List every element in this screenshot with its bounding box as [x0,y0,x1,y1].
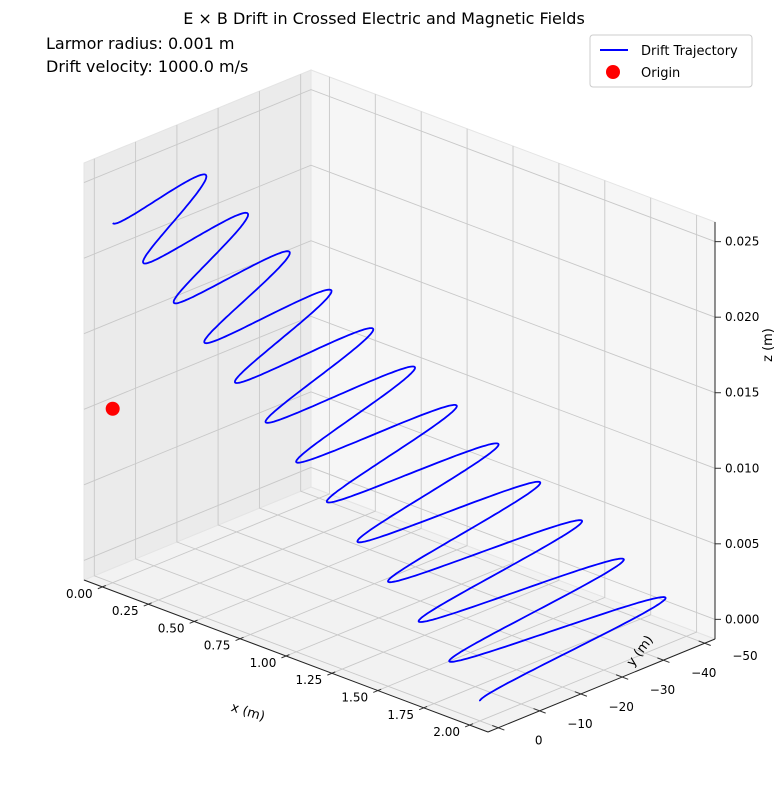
x-grid-line [148,94,376,605]
y-grid-line [217,108,623,678]
y-tick-label: −30 [650,683,675,697]
x-grid-line [377,180,606,691]
grid-lines [83,74,716,729]
z-axis-label: z (m) [761,328,776,362]
y-tick-label: −20 [609,700,634,714]
x-grid-line [194,111,422,622]
origin-marker [105,401,120,416]
x-grid-line [239,128,468,640]
drift-trajectory-line [112,173,667,702]
x-tick-label: 0.75 [204,639,231,653]
chart-title: E × B Drift in Crossed Electric and Magn… [183,9,585,28]
annotation-larmor-radius: Larmor radius: 0.001 m [46,34,234,53]
z-grid-line [83,391,716,545]
tick-labels: 0.00 0.25 0.50 0.75 1.00 1.25 1.50 1.75 2.00 0 −10… [66,235,759,748]
x-tick-label: 0.25 [112,604,139,618]
x-grid-line [285,146,514,657]
legend: Drift Trajectory Origin [589,34,753,88]
x-grid-line [331,163,560,674]
x-grid-line [469,215,698,726]
y-grid-line [135,141,540,712]
y-tick-label: −10 [567,717,592,731]
legend-label-drift-trajectory: Drift Trajectory [641,44,738,59]
y-grid-line [258,91,664,661]
x-grid-line [423,197,652,709]
x-tick-label: 0.00 [66,587,93,601]
z-tick-label: 0.005 [725,537,759,551]
legend-marker-icon [606,65,620,79]
x-tick-label: 1.50 [341,691,368,705]
z-grid-line [83,164,716,318]
annotation-drift-velocity: Drift velocity: 1000.0 m/s [46,57,248,76]
x-tick-label: 1.25 [296,673,323,687]
z-tick-label: 0.025 [725,235,759,249]
z-tick-label: 0.020 [725,310,759,324]
x-tick-label: 1.75 [387,708,414,722]
z-tick-label: 0.000 [725,612,759,626]
z-tick-label: 0.010 [725,461,759,475]
legend-label-origin: Origin [641,66,680,81]
y-grid-line [93,158,499,729]
y-grid-line [176,125,582,695]
z-grid-line [83,89,716,243]
x-tick-label: 2.00 [433,725,460,739]
y-tick-label: −50 [732,649,757,663]
z-grid-line [83,315,716,469]
x-axis-line [83,579,489,733]
legend-box [589,34,753,88]
y-tick-label: −40 [691,666,716,680]
y-axis-line [487,638,716,733]
x-axis-label: x (m) [229,700,267,724]
axis-lines [83,222,721,733]
z-grid-line [83,240,716,394]
x-tick-label: 1.00 [250,656,277,670]
x-tick-label: 0.50 [158,621,185,635]
z-tick-label: 0.015 [725,386,759,400]
y-tick-label: 0 [535,734,543,748]
x-grid-line [102,76,330,588]
series-layer [105,173,667,702]
